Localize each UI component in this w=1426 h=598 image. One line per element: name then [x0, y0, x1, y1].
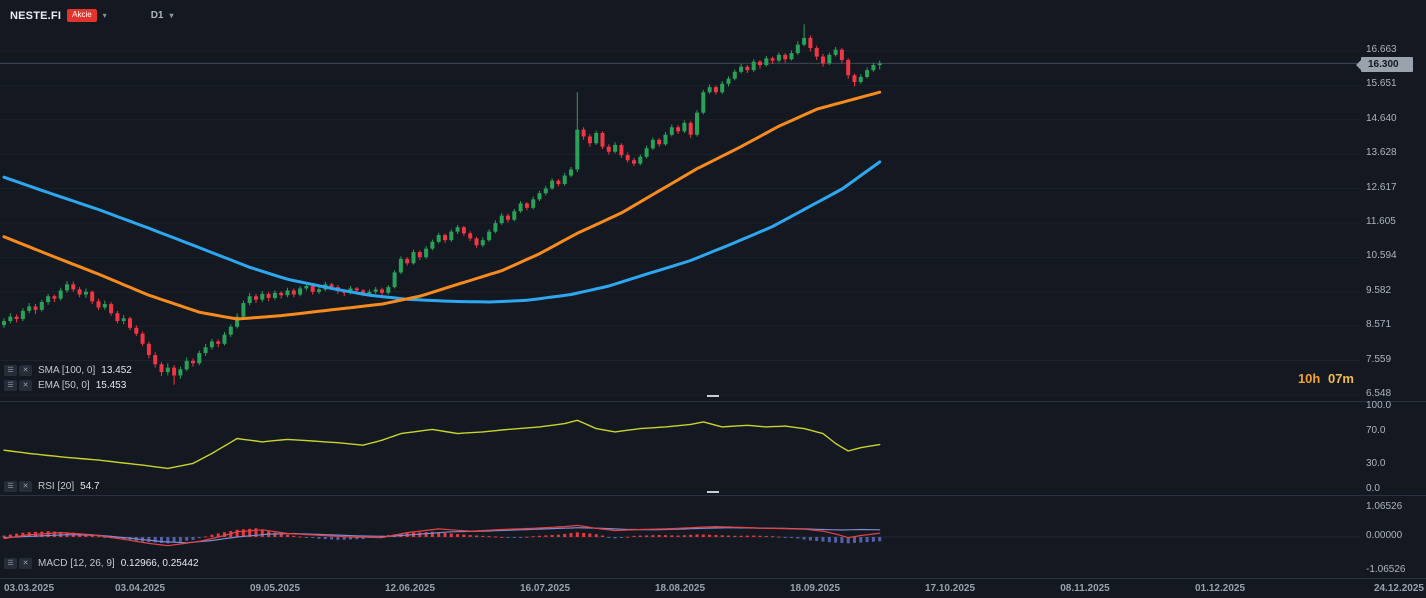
- chart-header: NESTE.FI Akcie ▾ D1 ▾: [10, 9, 174, 22]
- symbol-name: NESTE.FI: [10, 9, 62, 22]
- date-tick: 18.09.2025: [789, 583, 841, 594]
- price-tick: 7.559: [1366, 354, 1392, 365]
- date-tick: 09.05.2025: [249, 583, 301, 594]
- macd-line: [3, 524, 881, 547]
- indicator-settings-icon[interactable]: ☰: [4, 380, 17, 391]
- sma-indicator-row[interactable]: ☰ ✕ SMA [100, 0] 13.452: [4, 364, 132, 377]
- price-tick: 13.628: [1366, 147, 1397, 158]
- price-tick: 6.548: [1366, 388, 1392, 399]
- rsi-tick: 30.0: [1366, 458, 1386, 469]
- price-tick: 12.617: [1366, 182, 1397, 193]
- ema-indicator-value: 15.453: [95, 380, 127, 391]
- chevron-down-icon[interactable]: ▾: [102, 11, 107, 20]
- indicator-settings-icon[interactable]: ☰: [4, 481, 17, 492]
- price-tick: 16.663: [1366, 44, 1397, 55]
- time-axis[interactable]: 03.03.2025 03.04.2025 09.05.2025 12.06.2…: [0, 578, 1426, 598]
- panel-collapse-handle[interactable]: [707, 491, 719, 493]
- rsi-tick: 0.0: [1366, 483, 1380, 494]
- price-tick: 8.571: [1366, 319, 1392, 330]
- indicator-remove-icon[interactable]: ✕: [19, 365, 32, 376]
- date-tick: 16.07.2025: [519, 583, 571, 594]
- ema-50-line: [2, 90, 882, 321]
- date-tick: 12.06.2025: [384, 583, 436, 594]
- macd-indicator-label: MACD [12, 26, 9]: [38, 558, 115, 569]
- macd-tick: 0.00000: [1366, 530, 1403, 541]
- rsi-indicator-row[interactable]: ☰ ✕ RSI [20] 54.7: [4, 480, 100, 493]
- price-tick: 11.605: [1366, 216, 1396, 227]
- macd-signal-line: [3, 527, 881, 544]
- indicator-remove-icon[interactable]: ✕: [19, 558, 32, 569]
- panel-collapse-handle[interactable]: [707, 395, 719, 397]
- instrument-type-badge: Akcie: [67, 9, 97, 22]
- current-price-tag: 16.300: [1356, 57, 1413, 72]
- rsi-tick: 70.0: [1366, 425, 1386, 436]
- macd-tick: -1.06526: [1366, 564, 1406, 575]
- sma-indicator-label: SMA [100, 0]: [38, 365, 96, 376]
- indicator-remove-icon[interactable]: ✕: [19, 380, 32, 391]
- countdown-minutes: 07m: [1327, 371, 1354, 386]
- price-tick: 14.640: [1366, 113, 1397, 124]
- date-tick: 24.12.2025: [1373, 583, 1424, 594]
- candles: [2, 24, 882, 385]
- timeframe-selector[interactable]: D1 ▾: [151, 10, 174, 21]
- date-tick: 01.12.2025: [1194, 583, 1246, 594]
- indicator-remove-icon[interactable]: ✕: [19, 481, 32, 492]
- sma-indicator-value: 13.452: [101, 365, 132, 376]
- symbol-selector[interactable]: NESTE.FI Akcie ▾: [10, 9, 107, 22]
- date-tick: 03.04.2025: [114, 583, 166, 594]
- date-tick: 08.11.2025: [1060, 583, 1110, 594]
- date-tick: 17.10.2025: [924, 583, 976, 594]
- macd-indicator-value: 0.12966, 0.25442: [120, 558, 199, 569]
- indicator-settings-icon[interactable]: ☰: [4, 558, 17, 569]
- date-tick: 03.03.2025: [4, 583, 55, 594]
- current-price-value: 16.300: [1368, 59, 1399, 70]
- rsi-indicator-label: RSI [20]: [38, 481, 75, 492]
- sma-100-line: [2, 160, 882, 304]
- price-tick: 10.594: [1366, 250, 1397, 261]
- price-tick: 9.582: [1366, 285, 1392, 296]
- timeframe-label: D1: [150, 10, 164, 21]
- rsi-tick: 100.0: [1366, 400, 1392, 411]
- ema-indicator-label: EMA [50, 0]: [38, 380, 90, 391]
- rsi-line: [3, 419, 881, 470]
- countdown-hours: 10h: [1297, 371, 1321, 386]
- bar-countdown: 10h 07m: [1298, 371, 1354, 386]
- ema-indicator-row[interactable]: ☰ ✕ EMA [50, 0] 15.453: [4, 379, 126, 392]
- rsi-indicator-value: 54.7: [80, 481, 100, 492]
- macd-indicator-row[interactable]: ☰ ✕ MACD [12, 26, 9] 0.12966, 0.25442: [4, 557, 199, 570]
- macd-tick: 1.06526: [1366, 501, 1403, 512]
- price-tick: 15.651: [1366, 78, 1397, 89]
- indicator-settings-icon[interactable]: ☰: [4, 365, 17, 376]
- chevron-down-icon[interactable]: ▾: [169, 11, 174, 20]
- price-gridlines: [0, 50, 1360, 396]
- date-tick: 18.08.2025: [654, 583, 706, 594]
